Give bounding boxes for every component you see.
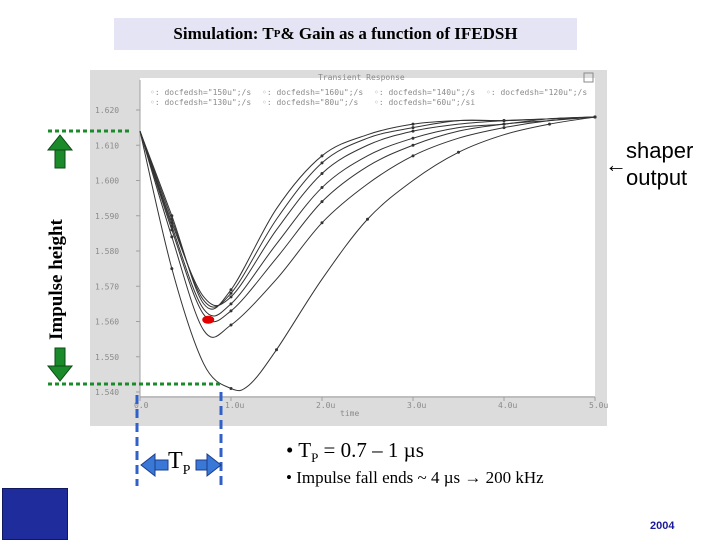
legend-entry: ◦: docfedsh="60u";/si [374,98,475,107]
chart-title: Transient Response [318,73,405,82]
tp-left-arrow-icon [140,452,169,478]
y-tick-label: 1.600 [95,177,119,186]
series-point [320,161,324,165]
series-point [411,126,415,130]
series-line [139,116,596,392]
series-point [457,150,460,154]
legend-entry: ◦: docfedsh="140u";/s [374,88,475,97]
y-axis-ticks: 1.540 1.550 1.560 1.570 1.580 1.590 1.600 1.610… [95,80,595,398]
x-axis-ticks: 0.0 1.0u 2.0u 3.0u 4.0u 5.0u [134,397,608,410]
bullet-tp-value: • TP = 0.7 – 1 µs [286,438,544,466]
series-point [502,122,506,126]
y-tick-label: 1.550 [95,353,119,362]
legend-entry: ◦: docfedsh="120u";/s [486,88,587,97]
impulse-height-label: Impulse height [46,219,67,340]
x-axis-label: time [340,409,359,418]
x-tick-label: 3.0u [407,401,426,410]
series-point [229,386,233,390]
bullet-list: • TP = 0.7 – 1 µs • Impulse fall ends ~ … [286,438,544,488]
arrow-up-icon [46,134,74,169]
series-line [139,116,596,307]
y-tick-label: 1.580 [95,247,119,256]
series-point [411,136,415,140]
series-point [170,235,174,239]
legend-entry: ◦: docfedsh="130u";/s [150,98,251,107]
series-point [229,288,233,292]
y-tick-label: 1.560 [95,318,119,327]
y-tick-label: 1.540 [95,388,119,397]
series-point [170,267,174,271]
bullet-impulse-fall: • Impulse fall ends ~ 4 µs → 200 kHz [286,468,544,488]
bullet1-prefix: • T [286,438,312,462]
x-tick-label: 1.0u [225,401,244,410]
tp-label: TP [168,448,190,479]
series-point [320,154,324,158]
title-rest: & Gain as a function of IFEDSH [280,24,518,43]
x-tick-label: 0.0 [134,401,149,410]
legend-entry: ◦: docfedsh="80u";/s [262,98,359,107]
tp-right-arrow-icon [195,452,222,478]
series-line [139,116,596,310]
series-point [320,171,324,175]
tp-label-sub: P [182,462,191,478]
series-point [502,119,506,123]
series-point [502,126,506,130]
x-tick-label: 4.0u [498,401,517,410]
series-point [548,122,551,126]
series-point [229,295,233,299]
series-point [411,154,415,158]
legend-entry: ◦: docfedsh="160u";/s [262,88,363,97]
series-point [229,323,233,327]
series-point [229,302,233,306]
series-point [411,122,415,126]
year-label: 2004 [650,520,675,532]
annotation-line-2: output [626,165,688,190]
series-point [320,221,324,225]
y-tick-label: 1.590 [95,212,119,221]
series-point [320,186,324,190]
bullet1-sub: P [311,450,319,466]
highlight-marker [202,315,215,324]
series-line [139,116,596,317]
annotation-line-1: shaper [626,138,694,163]
y-tick-label: 1.610 [95,141,119,150]
legend-entry: ◦: docfedsh="150u";/s [150,88,251,97]
left-arrow-icon: ← [605,152,627,177]
series-point [411,143,415,147]
window-close-icon[interactable] [583,72,594,83]
x-tick-label: 2.0u [316,401,335,410]
x-tick-label: 5.0u [589,401,608,410]
decorative-blue-box [2,488,68,540]
series-point [320,200,324,204]
series-point [366,217,369,221]
bullet1-rest: = 0.7 – 1 µs [318,438,424,462]
chart-series [139,115,597,392]
series-point [229,309,233,313]
arrow-down-icon [46,347,74,382]
series-point [170,228,174,232]
title-main: Simulation: T [173,24,274,43]
chart-legend: ◦: docfedsh="150u";/s ◦: docfedsh="160u";… [150,88,587,107]
y-tick-label: 1.620 [95,106,119,115]
series-point [275,348,278,352]
tp-label-main: T [168,448,183,474]
series-point [411,129,415,133]
title-subscript: P [273,28,281,40]
y-tick-label: 1.570 [95,282,119,291]
series-point [229,291,233,295]
